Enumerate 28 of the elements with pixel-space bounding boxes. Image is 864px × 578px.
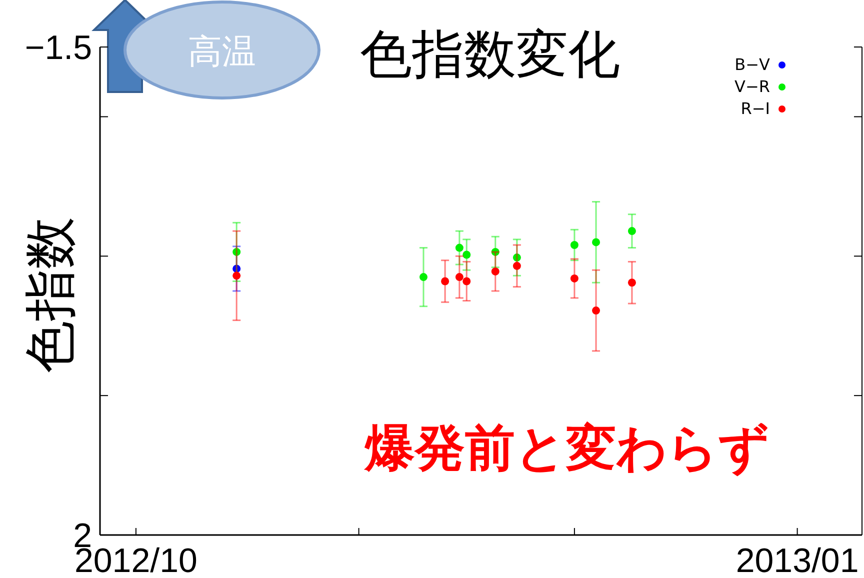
- x-tick-label: 2013/01: [736, 542, 859, 578]
- point: [592, 306, 600, 315]
- annotation: 高温: [188, 32, 256, 72]
- point: [232, 264, 241, 273]
- point: [455, 244, 464, 252]
- point: [462, 277, 471, 286]
- point: [570, 274, 578, 282]
- point: [455, 273, 464, 282]
- chart-title: 色指数変化: [360, 25, 620, 85]
- legend-label: R−I: [740, 99, 770, 118]
- point: [628, 227, 636, 236]
- point: [232, 248, 241, 256]
- point: [512, 254, 521, 262]
- point: [462, 250, 471, 259]
- y-tick-label: −1.5: [24, 29, 92, 67]
- point: [441, 277, 450, 286]
- point: [232, 272, 241, 280]
- point: [491, 248, 500, 256]
- point: [592, 238, 600, 246]
- point: [628, 278, 636, 287]
- legend-label: V−R: [734, 77, 770, 96]
- legend-label: B−V: [734, 55, 770, 74]
- point: [491, 267, 500, 276]
- point: [512, 262, 521, 270]
- annotation: 爆発前と変わらず: [363, 419, 769, 477]
- point: [419, 273, 428, 282]
- y-axis-title: 色指数: [21, 217, 81, 373]
- point: [570, 240, 578, 249]
